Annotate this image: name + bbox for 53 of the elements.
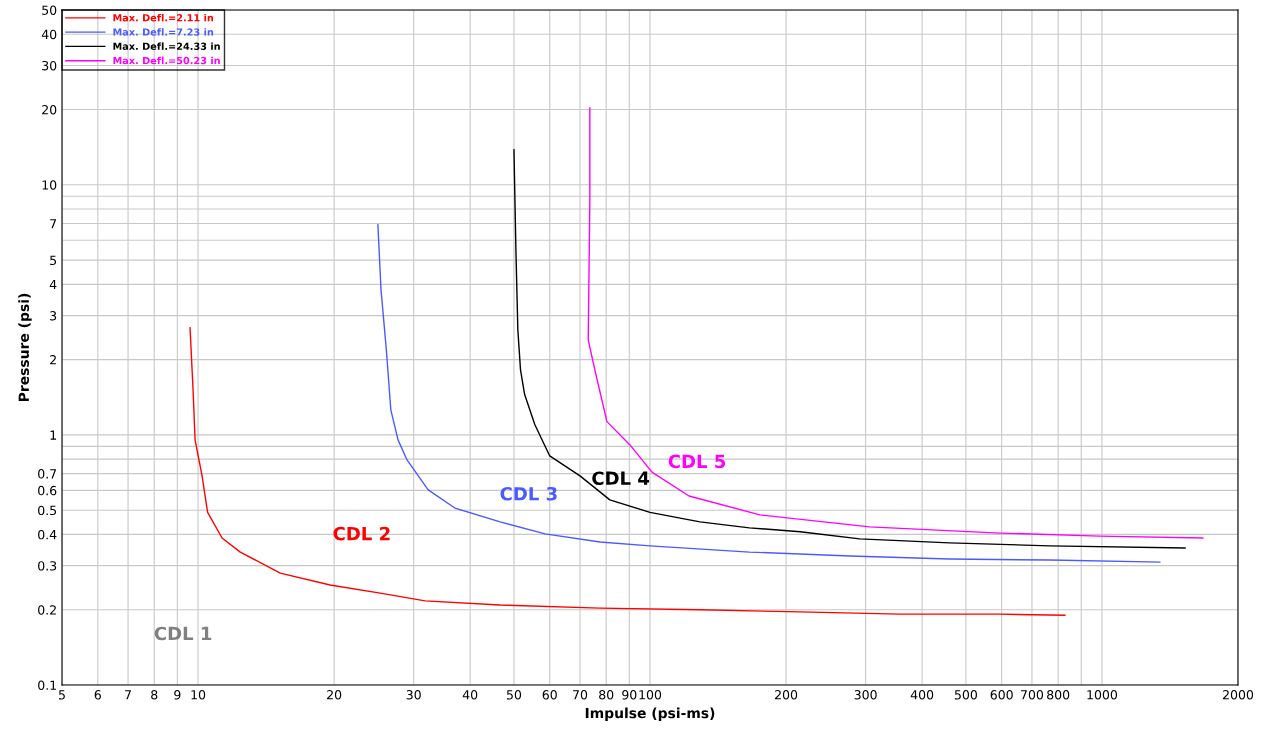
legend-label: Max. Defl.=24.33 in — [113, 42, 220, 50]
y-tick-label: 0.5 — [38, 505, 57, 516]
x-tick-label: 40 — [462, 690, 478, 700]
y-tick-label: 7 — [50, 219, 57, 229]
y-tick-label: 30 — [42, 60, 57, 71]
annotation: CDL 5 — [668, 454, 726, 469]
y-tick-label: 0.2 — [38, 605, 56, 615]
y-tick-label: 0.7 — [38, 469, 57, 479]
y-tick-label: 40 — [41, 29, 57, 40]
y-tick-label: 5 — [50, 255, 57, 266]
legend-label: Max. Defl.=50.23 in — [113, 56, 220, 65]
x-tick-label: 20 — [327, 690, 342, 700]
y-tick-label: 0.3 — [38, 561, 57, 571]
x-tick-label: 5 — [58, 690, 65, 700]
x-tick-label: 800 — [1047, 690, 1070, 700]
annotation: CDL 1 — [154, 626, 212, 641]
x-tick-label: 500 — [954, 690, 977, 700]
legend-label: Max. Defl.=2.11 in — [113, 13, 214, 22]
annotation: CDL 3 — [500, 486, 557, 501]
annotation: CDL 4 — [592, 471, 650, 486]
x-tick-label: 10 — [191, 690, 206, 700]
x-tick-label: 60 — [542, 690, 557, 700]
y-axis-title: Pressure (psi) — [18, 293, 32, 402]
x-tick-label: 2000 — [1223, 690, 1254, 700]
x-tick-label: 100 — [639, 690, 662, 700]
y-tick-label: 2 — [50, 355, 56, 365]
x-tick-label: 8 — [151, 690, 158, 700]
x-tick-label: 600 — [990, 690, 1013, 700]
legend-label: Max. Defl.=7.23 in — [113, 28, 214, 36]
x-tick-label: 9 — [174, 690, 181, 700]
x-tick-label: 700 — [1021, 690, 1044, 700]
x-tick-label: 30 — [406, 690, 421, 700]
x-tick-label: 7 — [125, 690, 131, 700]
x-tick-label: 300 — [854, 690, 877, 700]
y-tick-label: 0.6 — [38, 485, 57, 496]
y-tick-label: 0.4 — [38, 529, 57, 540]
x-tick-label: 70 — [573, 690, 588, 700]
y-tick-label: 1 — [50, 430, 56, 440]
y-tick-label: 10 — [42, 180, 57, 190]
y-tick-label: 3 — [50, 311, 57, 321]
x-tick-label: 50 — [506, 690, 522, 700]
x-tick-label: 400 — [910, 690, 934, 700]
x-tick-label: 200 — [775, 690, 798, 700]
y-tick-label: 4 — [49, 279, 57, 290]
annotation: CDL 2 — [333, 526, 390, 541]
x-tick-label: 80 — [599, 690, 614, 700]
x-tick-label: 1000 — [1087, 690, 1118, 700]
y-tick-label: 20 — [42, 104, 57, 115]
y-tick-label: 0.1 — [38, 680, 56, 690]
x-tick-label: 90 — [622, 690, 637, 700]
x-tick-label: 6 — [94, 690, 101, 700]
y-tick-label: 50 — [42, 5, 57, 15]
x-axis-title: Impulse (psi-ms) — [585, 707, 715, 721]
